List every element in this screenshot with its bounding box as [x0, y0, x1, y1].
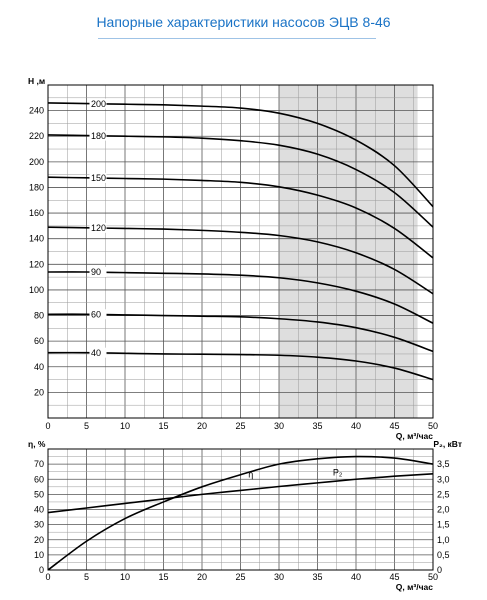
efficiency-curve-label: η	[248, 470, 253, 480]
x-tick-label: 25	[235, 572, 245, 582]
y-tick-label: 80	[34, 311, 44, 321]
head-y-axis-label: Н ,м	[28, 76, 45, 86]
curve-label-150: 150	[91, 173, 106, 183]
curve-label-200: 200	[91, 99, 106, 109]
efficiency-x-axis-label: Q, м³/час	[396, 582, 433, 592]
x-tick-label: 35	[312, 572, 322, 582]
y-tick-label: 20	[34, 387, 44, 397]
y-tick-label: 100	[29, 285, 44, 295]
x-tick-label: 5	[84, 421, 89, 431]
x-tick-label: 5	[84, 572, 89, 582]
head-x-ticks: 0 5 10 15 20 25 30 35 40 45 50	[45, 421, 438, 431]
power-y-axis-label: P₂, кВт	[433, 439, 462, 449]
x-tick-label: 0	[45, 572, 50, 582]
head-curve-180	[47, 134, 434, 228]
y-tick-label: 50	[34, 489, 44, 499]
y-tick-label: 60	[34, 336, 44, 346]
y-tick-label: 20	[34, 535, 44, 545]
power-curve-label: P₂	[333, 467, 343, 477]
efficiency-x-ticks: 0 5 10 15 20 25 30 35 40 45 50	[45, 572, 438, 582]
x-tick-label: 50	[428, 572, 438, 582]
curve-label-90: 90	[91, 267, 101, 277]
curve-label-background	[89, 347, 107, 358]
head-curve-40	[47, 351, 434, 381]
curve-label-background	[89, 172, 107, 183]
curve-label-background	[89, 222, 107, 233]
page-title: Напорные характеристики насосов ЭЦВ 8-46	[96, 14, 391, 30]
x-tick-label: 40	[351, 572, 361, 582]
y-tick-label: 220	[29, 131, 44, 141]
efficiency-power-curves	[47, 455, 434, 571]
y-tick-label-right: 3,5	[437, 459, 450, 469]
power-y-ticks: 0 0,5 1,0 1,5 2,0 2,5 3,0 3,5	[437, 459, 450, 575]
x-tick-label: 25	[235, 421, 245, 431]
x-tick-label: 20	[197, 572, 207, 582]
y-tick-label: 180	[29, 182, 44, 192]
curve-label-60: 60	[91, 309, 101, 319]
y-tick-label: 40	[34, 362, 44, 372]
y-tick-label: 240	[29, 106, 44, 116]
x-tick-label: 30	[274, 421, 284, 431]
y-tick-label-right: 0	[437, 565, 442, 575]
head-curve-labels: 200 180 150 120 90 60 40	[89, 98, 107, 358]
curve-label-background	[89, 266, 107, 277]
y-tick-label-right: 2,0	[437, 505, 450, 515]
curve-label-180: 180	[91, 131, 106, 141]
head-curve-150	[47, 176, 434, 259]
x-tick-label: 40	[351, 421, 361, 431]
y-tick-label: 30	[34, 520, 44, 530]
head-curve-60	[47, 313, 434, 353]
head-x-axis-label: Q, м³/час	[396, 431, 433, 441]
y-tick-label: 70	[34, 459, 44, 469]
y-tick-label-right: 1,0	[437, 535, 450, 545]
x-tick-label: 15	[158, 421, 168, 431]
y-tick-label: 40	[34, 505, 44, 515]
curve-label-120: 120	[91, 223, 106, 233]
y-tick-label: 120	[29, 259, 44, 269]
x-tick-label: 30	[274, 572, 284, 582]
curve-label-background	[89, 309, 107, 320]
y-tick-label: 0	[39, 565, 44, 575]
y-tick-label-right: 2,5	[437, 489, 450, 499]
x-tick-label: 0	[45, 421, 50, 431]
curve-label-background	[89, 130, 107, 141]
efficiency-chart-frame	[47, 448, 434, 571]
y-tick-label-right: 0,5	[437, 550, 450, 560]
y-tick-label: 200	[29, 157, 44, 167]
head-chart-frame	[47, 84, 434, 419]
head-y-ticks: 20 40 60 80 100 120 140 160 180 200 220 240	[29, 106, 44, 398]
head-curve-90	[47, 271, 434, 324]
curve-label-40: 40	[91, 348, 101, 358]
y-tick-label: 10	[34, 550, 44, 560]
power-curve	[47, 473, 434, 514]
x-tick-label: 50	[428, 421, 438, 431]
head-curves	[47, 102, 434, 381]
y-tick-label: 60	[34, 474, 44, 484]
y-tick-label-right: 1,5	[437, 520, 450, 530]
head-curve-200	[47, 102, 434, 208]
head-curve-120	[47, 226, 434, 295]
x-tick-label: 10	[120, 421, 130, 431]
x-tick-label: 35	[312, 421, 322, 431]
efficiency-chart-grid	[47, 448, 434, 571]
title-underline	[98, 38, 376, 39]
efficiency-y-ticks: 0 10 20 30 40 50 60 70	[34, 459, 44, 575]
y-tick-label: 140	[29, 234, 44, 244]
efficiency-y-axis-label: η, %	[28, 439, 46, 449]
x-tick-label: 45	[389, 572, 399, 582]
x-tick-label: 10	[120, 572, 130, 582]
x-tick-label: 15	[158, 572, 168, 582]
efficiency-curve	[47, 455, 434, 571]
curve-label-background	[89, 98, 107, 109]
x-tick-label: 45	[389, 421, 399, 431]
y-tick-label: 160	[29, 208, 44, 218]
x-tick-label: 20	[197, 421, 207, 431]
y-tick-label-right: 3,0	[437, 474, 450, 484]
